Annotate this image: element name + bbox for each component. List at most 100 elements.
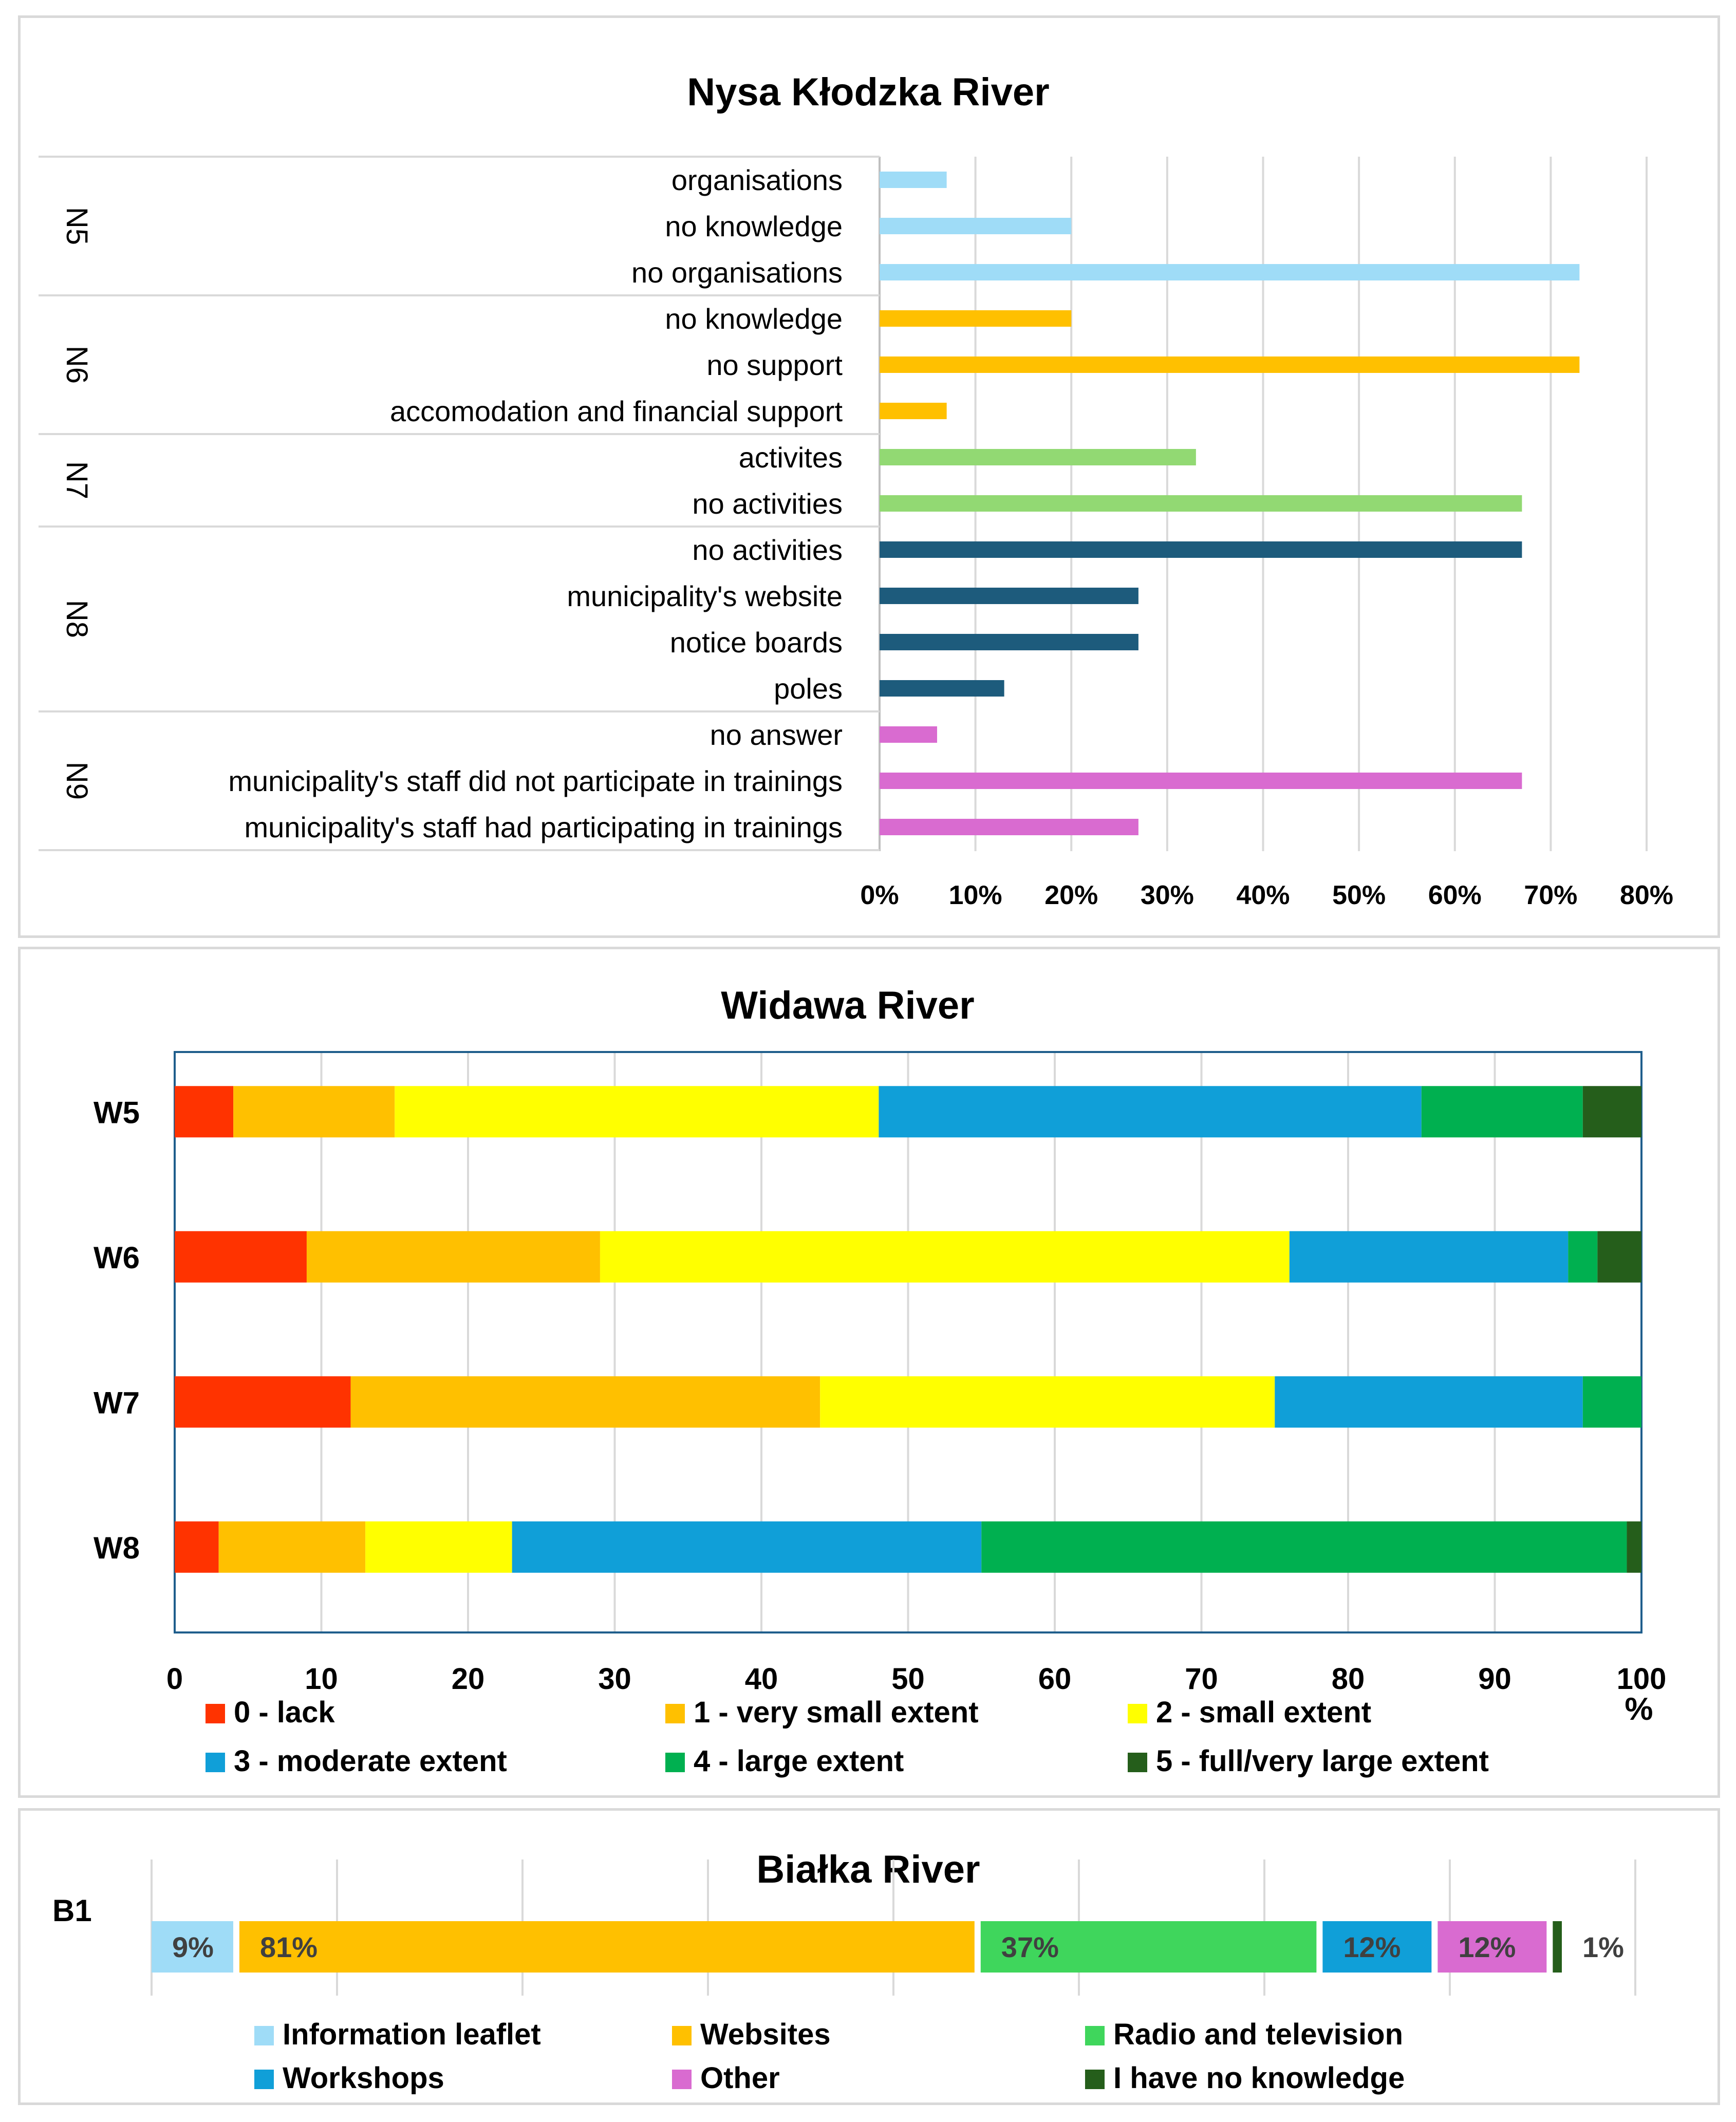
x-tick-label: 80 bbox=[1332, 1662, 1365, 1696]
bar-n6-no-support bbox=[880, 356, 1580, 373]
bar-segment-workshops bbox=[1322, 1921, 1432, 1973]
bar-segment-w5-5-full-very-large-extent bbox=[1582, 1086, 1641, 1138]
category-label: no support bbox=[706, 349, 843, 381]
x-tick-label: 40 bbox=[745, 1662, 778, 1696]
category-label: poles bbox=[774, 672, 843, 705]
legend-label-4-large-extent: 4 - large extent bbox=[694, 1744, 904, 1778]
bar-segment-w8-5-full-very-large-extent bbox=[1627, 1521, 1641, 1573]
category-label: municipality's staff did not participate… bbox=[228, 765, 843, 797]
x-tick-label: 50% bbox=[1332, 880, 1386, 910]
widawa-chart-panel: Widawa River 0 10 20 30 40 50 60 70 80 90 100% W5 W6 W… bbox=[18, 947, 1720, 1798]
bar-segment-radio-and-television bbox=[980, 1921, 1317, 1973]
bar-n6-no-knowledge bbox=[880, 310, 1072, 327]
legend-swatch-5-full-very-large-extent bbox=[1128, 1753, 1147, 1772]
legend-swatch-4-large-extent bbox=[665, 1753, 685, 1772]
legend-label-radio-and-television: Radio and television bbox=[1113, 2018, 1403, 2051]
legend-swatch-other bbox=[672, 2070, 692, 2089]
bar-segment-w8-4-large-extent bbox=[981, 1521, 1627, 1573]
bar-n8-notice-boards bbox=[880, 634, 1138, 650]
bar-n7-no-activities bbox=[880, 495, 1522, 512]
bar-segment-w5-0-lack bbox=[175, 1086, 234, 1138]
chart-title: Nysa Kłodzka River bbox=[687, 70, 1049, 114]
bar-segment-websites bbox=[239, 1921, 975, 1973]
group-label-n7: N7 bbox=[60, 461, 94, 499]
legend-swatch-radio-and-television bbox=[1085, 2026, 1105, 2045]
bar-segment-w7-1-very-small-extent bbox=[350, 1376, 820, 1428]
x-tick-label: 20 bbox=[452, 1662, 485, 1696]
bar-n8-municipality-s-website bbox=[880, 588, 1138, 604]
category-label: no knowledge bbox=[665, 303, 843, 335]
legend-label-3-moderate-extent: 3 - moderate extent bbox=[234, 1744, 507, 1778]
category-label: municipality's website bbox=[567, 580, 843, 612]
data-label-other: 12% bbox=[1458, 1931, 1516, 1963]
legend-label-2-small-extent: 2 - small extent bbox=[1156, 1696, 1371, 1729]
bar-n5-no-knowledge bbox=[880, 218, 1072, 234]
category-label: no knowledge bbox=[665, 210, 843, 242]
data-label-i-have-no-knowledge: 1% bbox=[1582, 1931, 1624, 1963]
legend-label-5-full-very-large-extent: 5 - full/very large extent bbox=[1156, 1744, 1489, 1778]
category-label: activites bbox=[739, 441, 843, 474]
bar-segment-w8-1-very-small-extent bbox=[218, 1521, 366, 1573]
category-label: accomodation and financial support bbox=[390, 395, 843, 427]
widawa-chart: Widawa River 0 10 20 30 40 50 60 70 80 90 100% W5 W6 W… bbox=[94, 984, 1666, 1778]
x-axis-unit: % bbox=[1625, 1692, 1653, 1727]
bar-n8-poles bbox=[880, 680, 1004, 697]
legend-label-0-lack: 0 - lack bbox=[234, 1696, 335, 1729]
bar-segment-w8-3-moderate-extent bbox=[512, 1521, 982, 1573]
group-label-n8: N8 bbox=[60, 600, 94, 638]
bar-segment-other bbox=[1438, 1921, 1547, 1973]
category-label: no organisations bbox=[631, 256, 843, 289]
category-label: organisations bbox=[671, 164, 843, 196]
bar-segment-w5-4-large-extent bbox=[1421, 1086, 1583, 1138]
bar-n9-municipality-s-staff-had-participating-in-trainings bbox=[880, 819, 1138, 835]
legend-swatch-3-moderate-extent bbox=[206, 1753, 225, 1772]
x-tick-label: 80% bbox=[1620, 880, 1673, 910]
bar-segment-w7-3-moderate-extent bbox=[1275, 1376, 1583, 1428]
bar-n5-no-organisations bbox=[880, 264, 1580, 280]
bar-segment-w6-4-large-extent bbox=[1568, 1231, 1598, 1283]
bar-segment-w8-0-lack bbox=[175, 1521, 219, 1573]
category-label: notice boards bbox=[670, 626, 843, 659]
x-tick-label: 60 bbox=[1038, 1662, 1072, 1696]
bar-segment-w7-2-small-extent bbox=[820, 1376, 1275, 1428]
legend-label-i-have-no-knowledge: I have no knowledge bbox=[1113, 2061, 1405, 2095]
legend-label-information-leaflet: Information leaflet bbox=[283, 2018, 541, 2051]
bar-n9-municipality-s-staff-did-not-participate-in-trainings bbox=[880, 773, 1522, 789]
bialka-chart: Białka River B1 9% 81% 37% 12% 12% 1% Informatio… bbox=[52, 1848, 1636, 2095]
x-tick-label: 30% bbox=[1141, 880, 1194, 910]
category-label: municipality's staff had participating i… bbox=[245, 811, 843, 843]
bar-segment-w7-0-lack bbox=[175, 1376, 351, 1428]
category-label: W6 bbox=[94, 1241, 140, 1275]
category-label: no activities bbox=[692, 487, 843, 520]
bar-segment-w5-3-moderate-extent bbox=[879, 1086, 1422, 1138]
legend-label-websites: Websites bbox=[700, 2018, 831, 2051]
category-label: W7 bbox=[94, 1385, 140, 1420]
data-label-radio-and-television: 37% bbox=[1001, 1931, 1059, 1963]
bar-segment-information-leaflet bbox=[152, 1921, 233, 1973]
chart-title: Widawa River bbox=[721, 984, 974, 1027]
legend-swatch-i-have-no-knowledge bbox=[1085, 2070, 1105, 2089]
category-label: no answer bbox=[710, 719, 843, 751]
x-tick-label: 20% bbox=[1044, 880, 1098, 910]
x-tick-label: 40% bbox=[1236, 880, 1290, 910]
legend-swatch-2-small-extent bbox=[1128, 1704, 1147, 1723]
category-label: no activities bbox=[692, 534, 843, 566]
legend-swatch-1-very-small-extent bbox=[665, 1704, 685, 1723]
bar-segment-w6-5-full-very-large-extent bbox=[1597, 1231, 1641, 1283]
bar-segment-w6-2-small-extent bbox=[600, 1231, 1290, 1283]
legend-swatch-websites bbox=[672, 2026, 692, 2045]
data-label-websites: 81% bbox=[260, 1931, 318, 1963]
legend-swatch-0-lack bbox=[206, 1704, 225, 1723]
nysa-chart: Nysa Kłodzka River 0% 10% 20% 30% 40% 50% 60% 70… bbox=[39, 70, 1673, 910]
category-label: B1 bbox=[52, 1893, 92, 1928]
bar-segment-i-have-no-knowledge bbox=[1553, 1921, 1562, 1973]
bar-segment-w5-2-small-extent bbox=[395, 1086, 879, 1138]
legend-label-1-very-small-extent: 1 - very small extent bbox=[694, 1696, 979, 1729]
x-tick-label: 70 bbox=[1185, 1662, 1218, 1696]
data-label-workshops: 12% bbox=[1343, 1931, 1401, 1963]
bar-segment-w6-0-lack bbox=[175, 1231, 307, 1283]
x-tick-label: 60% bbox=[1428, 880, 1482, 910]
legend-label-other: Other bbox=[700, 2061, 780, 2095]
x-tick-label: 10% bbox=[949, 880, 1002, 910]
x-tick-label: 90 bbox=[1478, 1662, 1511, 1696]
